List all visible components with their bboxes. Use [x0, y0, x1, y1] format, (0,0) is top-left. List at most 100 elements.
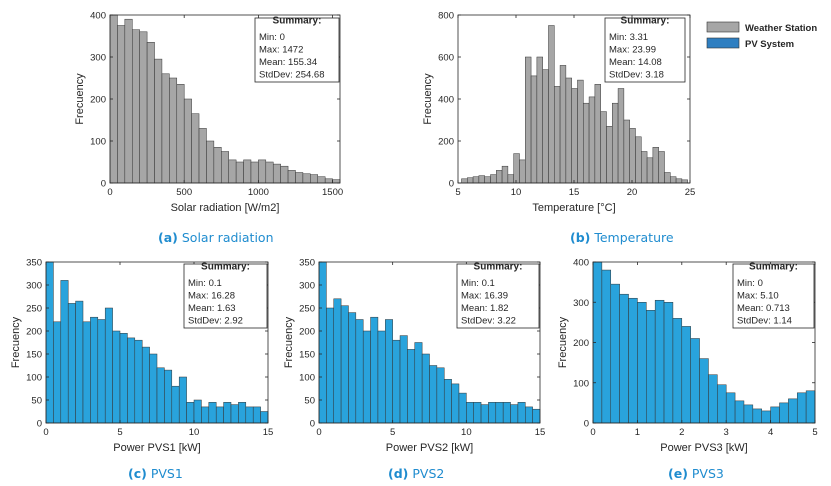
bar [770, 406, 780, 424]
summary-line: StdDev: 2.92 [188, 316, 243, 327]
y-tick-label: 300 [573, 298, 589, 309]
bar [149, 353, 158, 424]
bar [302, 173, 311, 184]
bar [734, 400, 745, 424]
y-tick-label: 200 [573, 338, 589, 349]
bar [198, 128, 207, 184]
bar [348, 312, 357, 424]
bar [594, 84, 601, 184]
bar [317, 176, 326, 184]
summary-title: Summary: [474, 262, 523, 273]
bar [699, 358, 709, 424]
bar [124, 18, 133, 184]
y-tick-label: 100 [26, 373, 42, 384]
y-tick-label: 100 [573, 378, 589, 389]
bar [332, 179, 341, 184]
bar [525, 406, 533, 424]
y-tick-label: 200 [438, 137, 454, 148]
summary-frame [254, 17, 340, 83]
bar [466, 402, 474, 424]
summary-line: StdDev: 3.22 [461, 316, 516, 327]
bar [333, 298, 342, 424]
chart-0: 0 500 1000 1500 0 100 200 300 400 Solar radiation… [74, 11, 343, 215]
bar [326, 307, 334, 424]
bar [139, 31, 148, 184]
caption-c: (c) PVS1 [128, 466, 183, 481]
bar [134, 339, 143, 424]
x-axis-label: Power PVS3 [kW] [660, 442, 747, 454]
y-tick-label: 100 [299, 373, 315, 384]
bar [478, 175, 485, 184]
bars [318, 261, 541, 424]
bar [779, 402, 789, 424]
bar [484, 176, 491, 184]
bar [519, 159, 526, 184]
summary-frame [604, 17, 686, 83]
bar [193, 399, 202, 424]
bar [658, 151, 665, 184]
bar [53, 321, 62, 424]
bar [796, 392, 807, 424]
bar [629, 128, 636, 184]
summary-line: Min: 0.1 [461, 278, 495, 289]
bar [654, 299, 665, 424]
bar [223, 402, 232, 424]
bar [559, 65, 567, 184]
legend-group: Weather Station PV System [699, 15, 817, 63]
y-tick-label: 150 [26, 350, 42, 361]
y-axis-label: Frecuency [74, 73, 86, 125]
bar [161, 73, 170, 184]
y-tick-label: 400 [573, 258, 589, 269]
bar [617, 88, 625, 184]
bar [221, 151, 229, 184]
x-axis-label: Temperature [°C] [532, 202, 615, 214]
bar [672, 318, 683, 424]
caption-d: (d) PVS2 [388, 466, 445, 481]
summary-line: Min: 0.1 [188, 278, 222, 289]
bar [461, 178, 468, 184]
bar [287, 170, 296, 184]
bar [258, 159, 267, 184]
summary-title: Summary: [273, 16, 322, 27]
bar [530, 75, 538, 184]
y-tick-label: 400 [438, 95, 454, 106]
summary-line: Mean: 14.08 [609, 57, 662, 68]
caption-e: (e) PVS3 [668, 466, 724, 481]
bar [112, 330, 121, 424]
x-tick-label: 15 [569, 187, 580, 198]
bar [407, 349, 416, 424]
bar [664, 172, 671, 184]
x-tick-label: 4 [768, 427, 773, 438]
summary-line: StdDev: 3.18 [609, 70, 664, 81]
bar [436, 367, 445, 424]
bar [641, 151, 648, 184]
x-tick-label: 0 [43, 427, 48, 438]
bar [178, 376, 187, 424]
x-tick-label: 5 [390, 427, 395, 438]
bar [646, 310, 656, 424]
legend-swatch [706, 21, 740, 33]
x-tick-label: 3 [724, 427, 729, 438]
bar [421, 353, 430, 424]
x-tick-label: 10 [461, 427, 472, 438]
y-tick-label: 600 [438, 53, 454, 64]
legend-label: PV System [745, 39, 794, 50]
bar [554, 86, 561, 184]
bar [60, 280, 69, 424]
y-tick-label: 100 [90, 137, 106, 148]
x-tick-label: 0 [107, 187, 112, 198]
x-tick-label: 10 [189, 427, 200, 438]
bar [628, 297, 638, 424]
bar [230, 404, 239, 424]
bars [45, 261, 269, 424]
bar [601, 269, 612, 424]
bar [310, 174, 318, 184]
bar [186, 402, 195, 424]
bar [213, 147, 222, 184]
y-tick-label: 800 [438, 11, 454, 22]
y-tick-label: 200 [90, 95, 106, 106]
bar [532, 408, 541, 424]
bar [272, 163, 281, 184]
bar [451, 383, 460, 424]
